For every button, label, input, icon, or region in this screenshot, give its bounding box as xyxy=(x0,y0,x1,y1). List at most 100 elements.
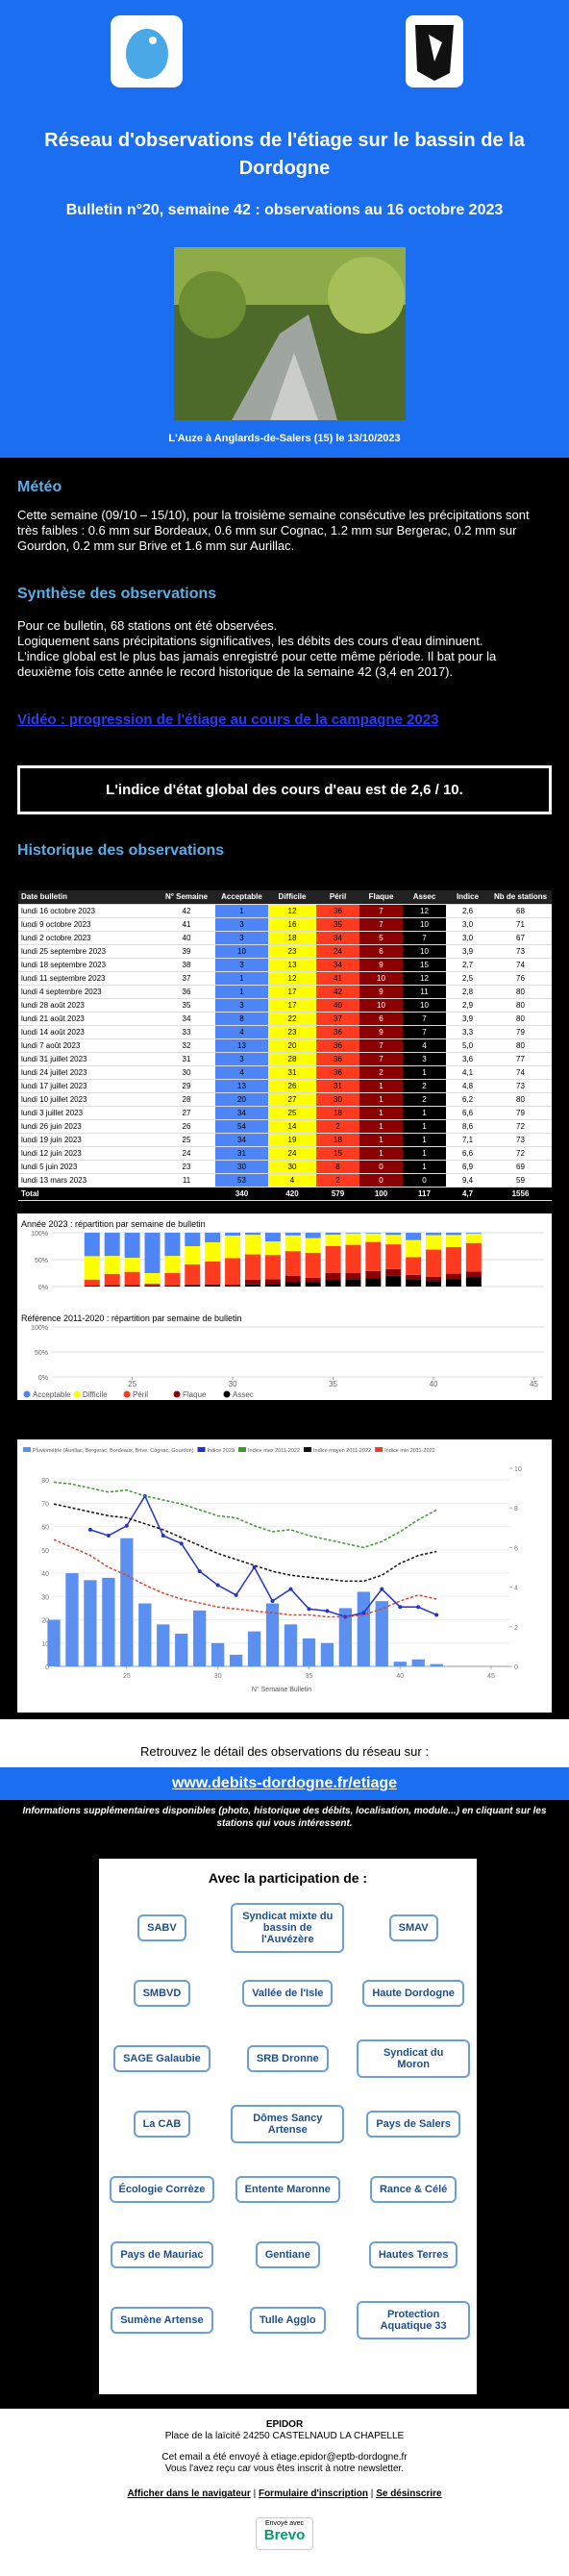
bar-segment xyxy=(365,1233,382,1242)
table-cell: 12 xyxy=(403,904,446,918)
table-row: lundi 16 octobre 2023 42 1 12 36 7 12 2,6 68 xyxy=(18,904,552,918)
bar-segment xyxy=(244,1254,260,1280)
table-cell: 0 xyxy=(359,1173,403,1188)
bar xyxy=(265,1603,280,1666)
paragraph: L'indice global est le plus bas jamais e… xyxy=(17,649,497,679)
bar xyxy=(338,1608,352,1666)
table-cell: lundi 21 août 2023 xyxy=(18,1012,158,1026)
bar-segment xyxy=(244,1235,260,1255)
table-wrap: Date bulletin N° Semaine Acceptable Diffici… xyxy=(18,890,552,1201)
legend-label: Indice min 2011-2022 xyxy=(384,1448,435,1454)
table-cell: 8,6 xyxy=(446,1119,489,1134)
partner-logo: Protection Aquatique 33 xyxy=(351,2288,477,2353)
y-tick-label: 60 xyxy=(41,1525,49,1532)
bar-segment xyxy=(385,1275,402,1287)
table-row: lundi 3 juillet 2023 27 34 25 18 1 1 6,6 79 xyxy=(18,1106,552,1120)
legend-swatch xyxy=(73,1390,81,1398)
bar-segment xyxy=(84,1233,100,1257)
footer: EPIDOR Place de la laïcité 24250 CASTELN… xyxy=(0,2419,569,2550)
table-cell: 20 xyxy=(215,1092,268,1107)
bar-segment xyxy=(104,1256,120,1274)
table-row: lundi 2 octobre 2023 40 3 18 34 5 7 3,0 67 xyxy=(18,931,552,945)
table-cell: 69 xyxy=(489,1160,552,1174)
brevo-badge[interactable]: Envoyé avec Brevo xyxy=(256,2517,313,2550)
heading: Historique des observations xyxy=(17,842,225,859)
bar-segment xyxy=(406,1274,422,1280)
bar xyxy=(84,1580,97,1666)
table-cell: 1 xyxy=(359,1106,403,1120)
table-cell: 14 xyxy=(268,1119,316,1134)
table-cell: lundi 3 juillet 2023 xyxy=(18,1106,158,1120)
partner-name: Syndicat du Moron xyxy=(357,2039,471,2078)
table-cell: lundi 4 septembre 2023 xyxy=(18,985,158,999)
bar xyxy=(284,1624,298,1666)
y-tick-label: 100% xyxy=(31,1325,48,1332)
table-cell: 9 xyxy=(359,985,403,999)
legend-swatch xyxy=(237,1447,246,1452)
table-cell: 42 xyxy=(158,904,215,918)
table-cell: 2,6 xyxy=(446,904,489,918)
table-cell: 28 xyxy=(158,1092,215,1107)
table-cell: 3 xyxy=(215,958,268,972)
table-cell: 10 xyxy=(359,998,403,1013)
table-cell: 40 xyxy=(158,931,215,945)
table-row: lundi 12 juin 2023 24 31 24 15 1 1 6,6 72 xyxy=(18,1146,552,1161)
bar-segment xyxy=(406,1257,422,1275)
table-cell: 4 xyxy=(215,1065,268,1080)
table-cell: 2 xyxy=(316,1173,359,1188)
footer-link[interactable]: Formulaire d'inscription xyxy=(258,2488,369,2499)
x-tick-label: 45 xyxy=(487,1673,495,1680)
bar-segment xyxy=(365,1233,382,1234)
table-cell: 31 xyxy=(316,1079,359,1093)
y2-tick-label: 4 xyxy=(514,1586,518,1592)
point xyxy=(179,1541,184,1546)
point xyxy=(215,1583,220,1588)
x-tick-label: 25 xyxy=(128,1380,136,1388)
point xyxy=(380,1587,384,1591)
table-cell: 30 xyxy=(158,1065,215,1080)
bar-segment xyxy=(124,1271,140,1286)
bar-segment xyxy=(164,1272,181,1286)
table-row: lundi 21 août 2023 34 8 22 37 6 7 3,9 80 xyxy=(18,1012,552,1026)
column-header: Date bulletin xyxy=(18,890,158,905)
table-cell: 5 xyxy=(359,931,403,945)
bar-segment xyxy=(305,1238,321,1253)
point xyxy=(325,1609,330,1613)
table-cell: 22 xyxy=(268,1012,316,1026)
footer-link[interactable]: Afficher dans le navigateur xyxy=(127,2488,251,2499)
table-cell: 3 xyxy=(215,1052,268,1066)
table-cell: 2,8 xyxy=(446,985,489,999)
video-link[interactable]: Vidéo : progression de l'étiage au cours… xyxy=(17,712,439,728)
total-label: Total xyxy=(18,1187,158,1201)
partner-name: SAGE Galaubie xyxy=(113,2045,210,2072)
table-cell: lundi 25 septembre 2023 xyxy=(18,944,158,959)
heading: Météo xyxy=(17,479,62,495)
bar-segment xyxy=(385,1235,402,1245)
table-cell: 31 xyxy=(215,1146,268,1161)
partner-name: La CAB xyxy=(133,2111,191,2138)
table-cell: 13 xyxy=(215,1038,268,1053)
bar-segment xyxy=(325,1273,341,1280)
table-cell: 10 xyxy=(403,944,446,959)
partner-logo: SAGE Galaubie xyxy=(99,2026,225,2091)
total-cell: 340 xyxy=(215,1187,268,1201)
table-cell: 6,9 xyxy=(446,1160,489,1174)
table-cell: lundi 28 août 2023 xyxy=(18,998,158,1013)
footer-link[interactable]: Se désinscrire xyxy=(376,2488,442,2499)
table-cell: 73 xyxy=(489,1133,552,1147)
total-row: Total 340 420 579 100 117 4,7 1556 xyxy=(18,1187,552,1201)
table-cell: 6,2 xyxy=(446,1092,489,1107)
y2-tick-label: 0 xyxy=(514,1664,518,1671)
bar-segment xyxy=(185,1284,201,1286)
footer-address: Place de la laïcité 24250 CASTELNAUD LA … xyxy=(164,2431,405,2441)
table-cell: 80 xyxy=(489,1012,552,1026)
site-link[interactable]: www.debits-dordogne.fr/etiage xyxy=(171,1775,398,1791)
y-tick-label: 10 xyxy=(41,1641,49,1648)
table-cell: 23 xyxy=(158,1160,215,1174)
bar xyxy=(411,1659,425,1666)
point xyxy=(288,1587,293,1591)
partner-name: Gentiane xyxy=(255,2241,320,2268)
table-row: lundi 26 juin 2023 26 54 14 2 1 1 8,6 72 xyxy=(18,1119,552,1134)
table-cell: 76 xyxy=(489,971,552,986)
total-cell: 4,7 xyxy=(446,1187,489,1201)
